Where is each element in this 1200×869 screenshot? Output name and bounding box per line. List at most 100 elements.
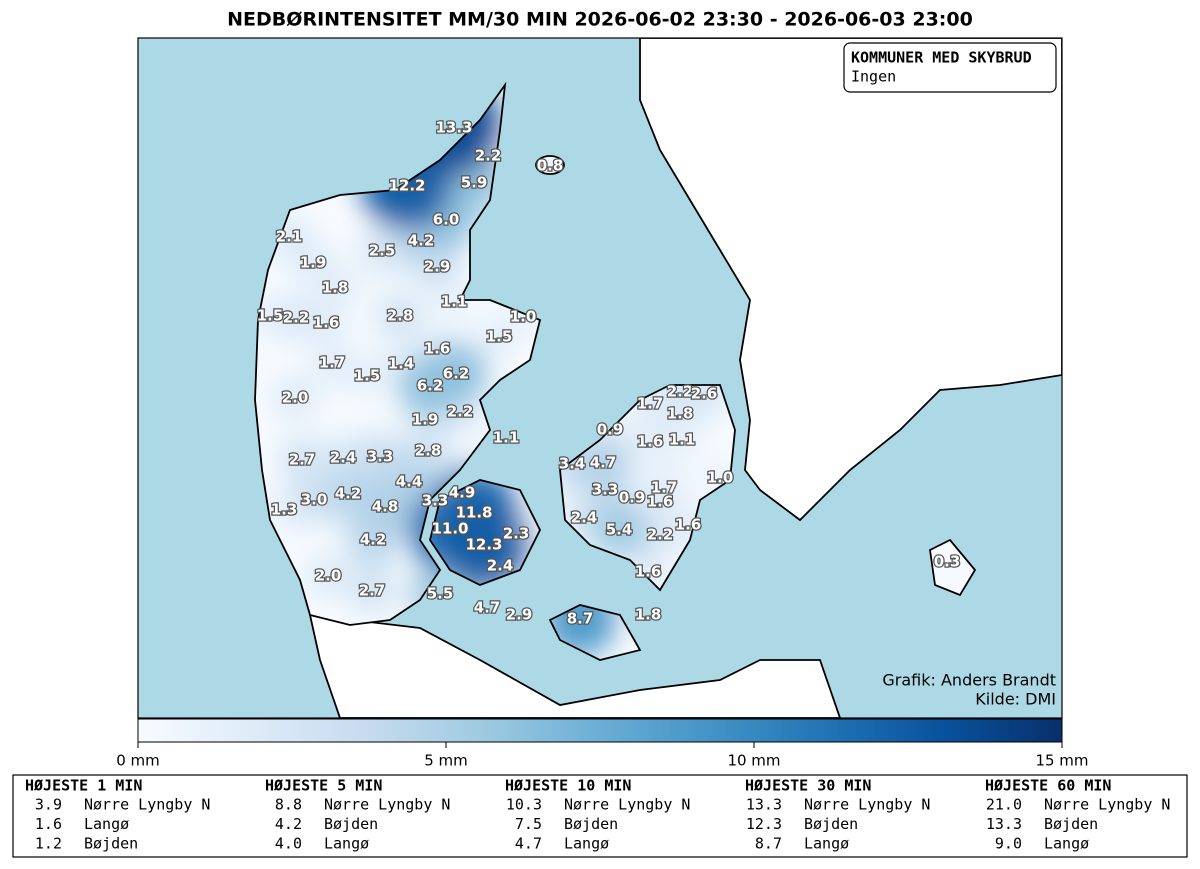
station-label: 2.2 (447, 403, 474, 421)
station-label: 4.4 (396, 473, 423, 491)
credit: Grafik: Anders Brandt (882, 671, 1056, 690)
table-heading: HØJESTE 10 MIN (505, 777, 631, 795)
table-value: 13.3 (746, 796, 782, 814)
table-heading: HØJESTE 60 MIN (985, 777, 1111, 795)
table-value: 21.0 (986, 796, 1022, 814)
station-label: 1.0 (510, 308, 537, 326)
rain-cell (438, 499, 530, 591)
station-label: 1.6 (424, 340, 451, 358)
station-label: 0.9 (597, 421, 624, 439)
coastlines (254, 81, 977, 661)
station-label: 5.4 (606, 521, 633, 539)
rain-cell (356, 478, 414, 536)
table-box (12, 774, 1188, 858)
table-heading: HØJESTE 5 MIN (265, 777, 382, 795)
station-label: 12.3 (465, 536, 502, 554)
colorbar-tick-label: 10 mm (727, 752, 780, 770)
colorbar-ticks: 0 mm 5 mm 10 mm 15 mm (116, 742, 1089, 770)
map-frame (137, 37, 1063, 719)
rain-cell (589, 500, 649, 560)
colorbar-tick-label: 15 mm (1035, 752, 1088, 770)
station-label: 2.3 (503, 525, 530, 543)
station-label: 5.5 (427, 585, 454, 603)
station-label: 5.9 (461, 174, 488, 192)
table-station: Bøjden (564, 815, 618, 833)
rain-cell (348, 567, 396, 615)
station-label: 4.2 (335, 485, 362, 503)
table-station: Bøjden (84, 835, 138, 853)
table-value: 1.6 (35, 815, 62, 833)
legend-box (843, 42, 1057, 93)
station-label: 4.2 (360, 531, 387, 549)
table-station: Nørre Lyngby N (804, 796, 930, 814)
table-value: 7.5 (515, 815, 542, 833)
rain-cell (273, 295, 319, 341)
table-station: Langø (84, 815, 129, 833)
station-label: 2.8 (415, 442, 442, 460)
station-label: 2.2 (283, 309, 310, 327)
station-label: 2.4 (330, 449, 357, 467)
table-station: Nørre Lyngby N (564, 796, 690, 814)
table-station: Bøjden (804, 815, 858, 833)
station-label: 1.6 (313, 314, 340, 332)
station-label: 8.7 (567, 610, 594, 628)
station-label: 4.7 (590, 454, 617, 472)
station-label: 2.7 (289, 451, 316, 469)
credit: Kilde: DMI (975, 690, 1056, 709)
station-label: 1.4 (388, 355, 415, 373)
station-label: 2.4 (571, 509, 598, 527)
station-label: 1.6 (675, 516, 702, 534)
lolland (548, 604, 642, 661)
station-label: 1.9 (412, 411, 439, 429)
station-label: 1.6 (647, 493, 674, 511)
table-value: 4.0 (275, 835, 302, 853)
station-label: 2.8 (387, 307, 414, 325)
table-station: Langø (804, 835, 849, 853)
rain-cell (305, 553, 351, 599)
station-label: 6.2 (443, 365, 470, 383)
table-station: Langø (324, 835, 369, 853)
station-label: 4.7 (474, 599, 501, 617)
station-label: 1.3 (271, 501, 298, 519)
table-station: Langø (1044, 835, 1089, 853)
station-label: 2.0 (282, 389, 309, 407)
rain-cell (398, 354, 462, 418)
station-label: 2.5 (369, 242, 396, 260)
funen (429, 479, 542, 586)
colorbar-tick-label: 0 mm (116, 752, 160, 770)
rain-cell (310, 341, 354, 385)
station-label: 1.6 (637, 433, 664, 451)
table-value: 8.8 (275, 796, 302, 814)
table-station: Bøjden (1044, 815, 1098, 833)
colorbar (137, 718, 1063, 743)
table-value: 3.9 (35, 796, 62, 814)
station-label: 4.9 (449, 484, 476, 502)
germany (308, 613, 841, 718)
station-label: 1.1 (493, 429, 520, 447)
station-label: 2.2 (475, 147, 502, 165)
table-station: Nørre Lyngby N (1044, 796, 1170, 814)
station-label: 4.8 (372, 498, 399, 516)
station-label: 1.8 (635, 606, 662, 624)
station-label: 6.0 (433, 211, 460, 229)
station-label: 3.3 (422, 492, 449, 510)
station-label: 2.4 (487, 557, 514, 575)
table-station: Nørre Lyngby N (324, 796, 450, 814)
station-label: 1.5 (257, 307, 284, 325)
table-heading: HØJESTE 30 MIN (745, 777, 871, 795)
laeso (535, 155, 565, 175)
station-label: 3.4 (559, 455, 586, 473)
rain-cell (628, 420, 672, 464)
station-label: 11.8 (455, 504, 492, 522)
bornholm (929, 538, 977, 597)
station-label: 2.0 (315, 567, 342, 585)
station-label: 2.2 (647, 526, 674, 544)
station-label: 2.6 (691, 385, 718, 403)
legend-title: KOMMUNER MED SKYBRUD (851, 49, 1032, 67)
station-labels: 13.32.20.812.2 5.96.02.1 4.22.51.9 2.91.81.… (255, 117, 961, 629)
table-station: Nørre Lyngby N (84, 796, 210, 814)
station-label: 11.0 (431, 520, 468, 538)
station-label: 2.9 (424, 258, 451, 276)
